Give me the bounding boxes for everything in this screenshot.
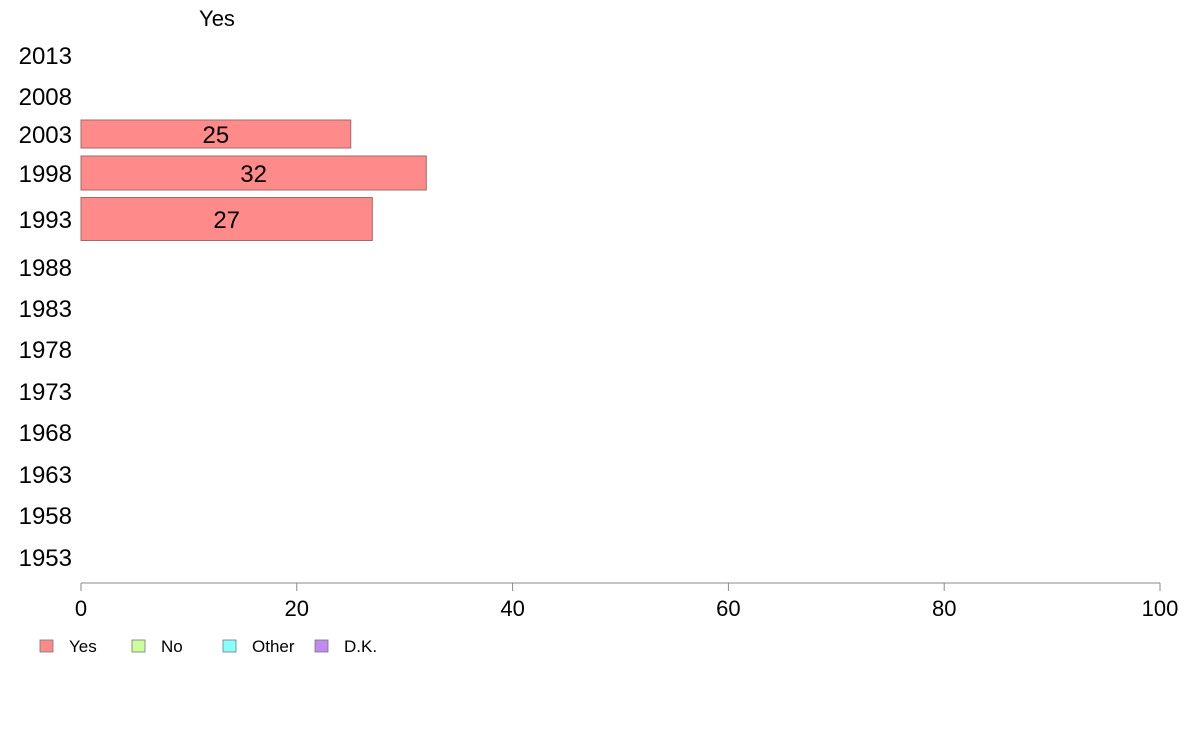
x-tick-label-100: 100 [1142, 596, 1179, 621]
legend-label-yes: Yes [69, 637, 97, 656]
year-label-1993: 1993 [19, 207, 72, 234]
year-label-1973: 1973 [19, 379, 72, 406]
x-tick-label-20: 20 [285, 596, 309, 621]
year-label-2013: 2013 [19, 43, 72, 70]
year-label-1953: 1953 [19, 545, 72, 572]
year-label-1958: 1958 [19, 503, 72, 530]
year-label-2008: 2008 [19, 84, 72, 111]
year-label-2003: 2003 [19, 122, 72, 149]
legend-swatch-other [222, 639, 237, 653]
x-tick-label-40: 40 [500, 596, 524, 621]
year-label-1978: 1978 [19, 337, 72, 364]
year-label-1988: 1988 [19, 255, 72, 282]
bar-1993 [80, 197, 373, 241]
legend-label-other: Other [252, 637, 295, 656]
data-label-1993: 27 [213, 207, 240, 234]
bar-2003 [80, 119, 352, 149]
data-label-1998: 32 [240, 161, 267, 188]
legend: Yes No Other D.K. [39, 637, 377, 656]
legend-label-d-k: D.K. [344, 637, 377, 656]
legend-swatch-yes [39, 639, 54, 653]
series-header-label: Yes [199, 6, 235, 31]
legend-swatch-d-k [314, 639, 329, 653]
legend-swatch-no [131, 639, 146, 653]
x-axis: 0 20 40 60 80 100 [75, 582, 1179, 621]
x-tick-label-80: 80 [932, 596, 956, 621]
bar-1998 [80, 155, 427, 191]
year-label-1963: 1963 [19, 462, 72, 489]
year-label-1983: 1983 [19, 296, 72, 323]
x-tick-label-60: 60 [716, 596, 740, 621]
year-label-1998: 1998 [19, 161, 72, 188]
x-tick-label-0: 0 [75, 596, 87, 621]
legend-label-no: No [161, 637, 183, 656]
year-labels: 2013 2008 2003 1998 1993 1988 1983 1978 1973 1968… [19, 43, 72, 572]
year-label-1968: 1968 [19, 420, 72, 447]
data-label-2003: 25 [203, 122, 230, 149]
